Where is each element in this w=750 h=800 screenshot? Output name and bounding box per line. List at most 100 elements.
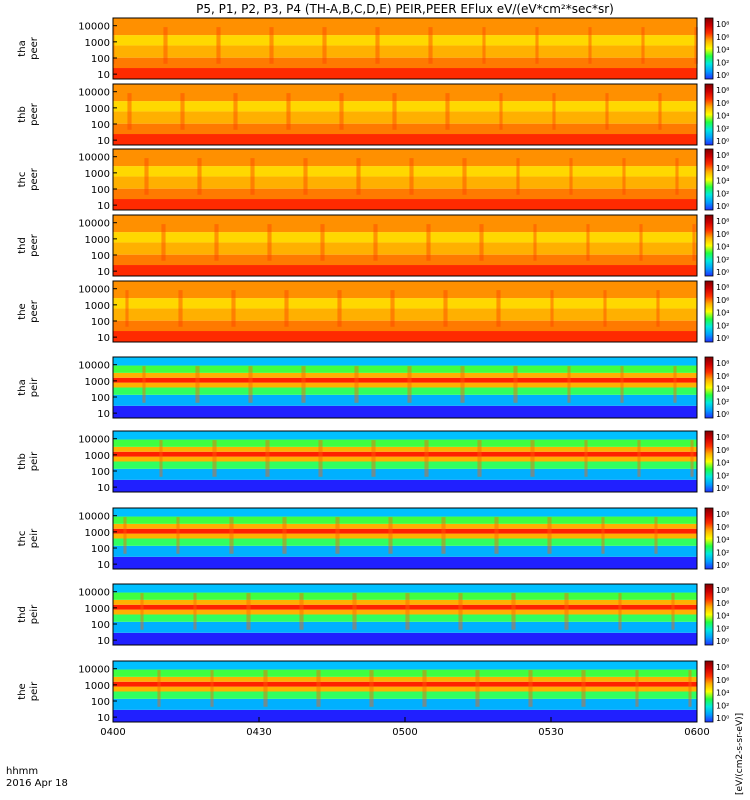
spectrogram-band — [113, 584, 697, 593]
spectrogram-streak — [179, 290, 181, 327]
spectrogram-streak — [480, 440, 482, 477]
colorbar-tick-label: 10⁰ — [716, 714, 729, 723]
spectrogram-streak — [461, 366, 463, 403]
spectrogram-band — [113, 528, 697, 534]
spectrogram-band — [113, 614, 697, 622]
spectrogram-streak — [251, 158, 253, 195]
spectrogram-streak — [164, 27, 166, 64]
colorbar-tick-label: 10⁴ — [716, 385, 729, 394]
panel-thc-peir: 10000 1000 100 10 thc peir 10⁸ 10⁶ 10⁴ 10² 10⁰ — [17, 507, 729, 571]
spectrogram-streak — [567, 366, 569, 403]
y-tick-label: 10 — [97, 70, 110, 81]
colorbar-tick-label: 10² — [716, 189, 729, 198]
panel-label-product: peir — [29, 528, 40, 548]
spectrogram-streak — [424, 670, 426, 707]
spectrogram-streak — [582, 670, 584, 707]
panel-label-probe: tha — [17, 40, 28, 56]
spectrogram-streak — [263, 670, 265, 707]
spectrogram-streak — [303, 158, 305, 195]
y-tick-label: 100 — [91, 317, 110, 328]
spectrogram-band — [113, 599, 697, 605]
spectrogram-streak — [391, 290, 393, 327]
spectrogram-streak — [496, 517, 498, 554]
spectrogram-streak — [426, 224, 428, 261]
spectrogram-streak — [338, 290, 340, 327]
spectrogram-streak — [130, 93, 132, 130]
spectrogram-streak — [354, 593, 356, 630]
spectrogram-streak — [234, 93, 236, 130]
spectrogram-streak — [352, 593, 354, 630]
spectrogram-streak — [588, 224, 590, 261]
spectrogram-band — [113, 456, 697, 462]
y-tick-label: 1000 — [85, 604, 110, 615]
spectrogram-streak — [125, 517, 127, 554]
colorbar-tick-label: 10⁴ — [716, 177, 729, 186]
spectrogram-streak — [639, 224, 641, 261]
spectrogram-streak — [392, 93, 394, 130]
spectrogram-streak — [639, 440, 641, 477]
spectrogram-streak — [286, 93, 288, 130]
panel-frame — [112, 83, 698, 146]
spectrogram-streak — [585, 440, 587, 477]
colorbar-tick-label: 10⁸ — [716, 359, 729, 368]
spectrogram-streak — [602, 517, 604, 554]
spectrogram-streak — [319, 440, 321, 477]
panel-label-probe: thd — [17, 606, 28, 623]
spectrogram-band — [113, 176, 697, 189]
spectrogram-streak — [477, 440, 479, 477]
spectrogram-streak — [266, 670, 268, 707]
y-tick-label: 10 — [97, 713, 110, 724]
spectrogram-streak — [516, 366, 518, 403]
x-tick-label: 0500 — [392, 727, 417, 738]
spectrogram-streak — [657, 290, 659, 327]
spectrogram-streak — [497, 290, 499, 327]
spectrogram-band — [113, 669, 697, 677]
colorbar-tick-label: 10⁰ — [716, 484, 729, 493]
colorbar-tick-label: 10⁰ — [716, 561, 729, 570]
panel-thc-peer: 10000 1000 100 10 thc peer 10⁸ 10⁶ 10⁴ 10² 10⁰ — [17, 148, 729, 212]
spectrogram-streak — [181, 290, 183, 327]
spectrogram-streak — [369, 670, 371, 707]
spectrogram-streak — [287, 93, 289, 130]
spectrogram-streak — [428, 27, 430, 64]
spectrogram-streak — [323, 27, 325, 64]
spectrogram-streak — [531, 670, 533, 707]
panel-label-product: peer — [29, 299, 40, 323]
y-tick-label: 100 — [91, 185, 110, 196]
spectrogram-streak — [567, 593, 569, 630]
colorbar-tick-label: 10² — [716, 624, 729, 633]
spectrogram-streak — [320, 224, 322, 261]
spectrogram-streak — [547, 517, 549, 554]
y-tick-label: 1000 — [85, 451, 110, 462]
spectrogram-streak — [265, 670, 267, 707]
spectrogram-band — [113, 281, 697, 299]
spectrogram-streak — [142, 593, 144, 630]
spectrogram-band — [113, 516, 697, 524]
spectrogram-band — [113, 446, 697, 452]
spectrogram-streak — [376, 224, 378, 261]
y-tick-label: 10000 — [78, 219, 110, 230]
spectrogram-streak — [217, 224, 219, 261]
spectrogram-band — [113, 387, 697, 395]
spectrogram-band — [113, 372, 697, 378]
spectrogram-streak — [671, 593, 673, 630]
spectrogram-streak — [429, 27, 431, 64]
spectrogram-streak — [264, 670, 266, 707]
spectrogram-streak — [624, 158, 626, 195]
colorbar-tick-label: 10⁴ — [716, 612, 729, 621]
spectrogram-streak — [272, 27, 274, 64]
spectrogram-streak — [182, 93, 184, 130]
spectrogram-streak — [571, 158, 573, 195]
spectrogram-streak — [603, 290, 605, 327]
spectrogram-streak — [178, 517, 180, 554]
spectrogram-streak — [127, 93, 129, 130]
spectrogram-streak — [193, 593, 195, 630]
spectrogram-streak — [232, 517, 234, 554]
spectrogram-streak — [405, 593, 407, 630]
spectrogram-streak — [359, 158, 361, 195]
spectrogram-streak — [341, 93, 343, 130]
y-tick-label: 10 — [97, 636, 110, 647]
spectrogram-streak — [518, 158, 520, 195]
spectrogram-streak — [127, 290, 129, 327]
spectrogram-streak — [501, 93, 503, 130]
